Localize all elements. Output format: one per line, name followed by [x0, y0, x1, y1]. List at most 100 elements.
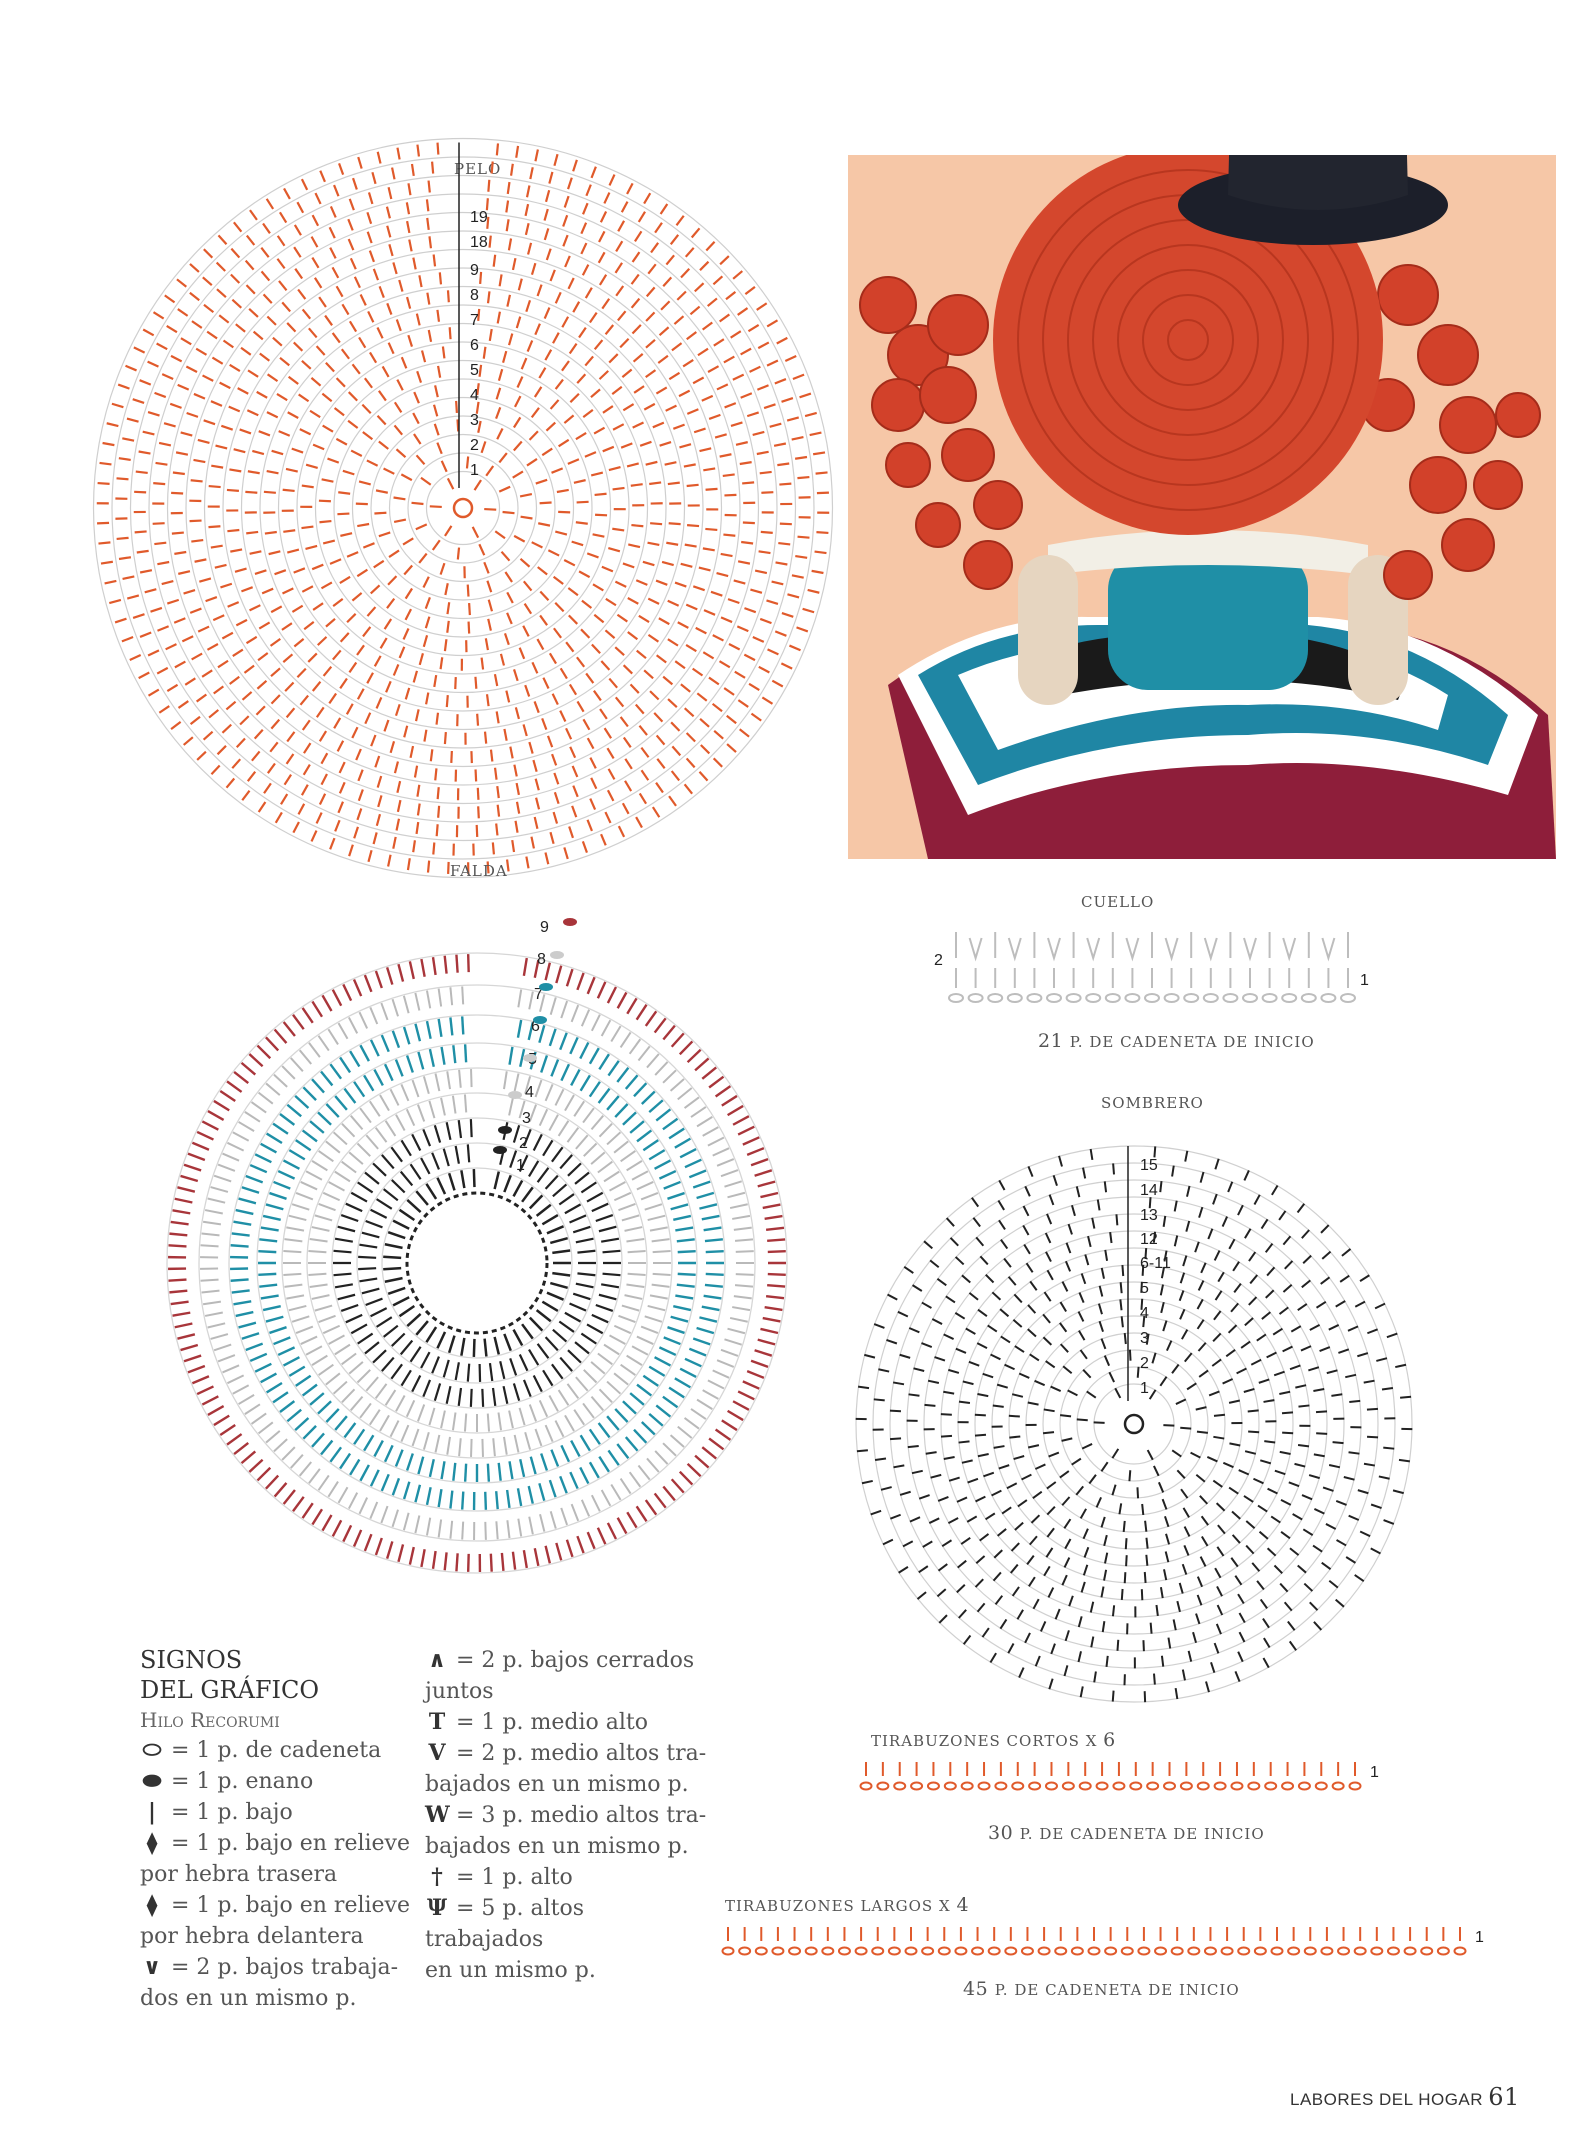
pelo-stitch-mark [367, 192, 374, 205]
falda-stitch-mark [374, 970, 383, 989]
sombrero-stitch-mark [1187, 1650, 1193, 1662]
pelo-stitch-mark [166, 598, 180, 605]
falda-stitch-mark [512, 1383, 521, 1402]
sombrero-stitch-mark [1225, 1349, 1236, 1358]
sombrero-stitch-mark [1251, 1562, 1261, 1572]
falda-stitch-mark [668, 1127, 685, 1140]
falda-stitch-mark [180, 1174, 199, 1183]
falda-stitch-mark [519, 1459, 526, 1478]
pelo-stitch-mark [373, 655, 382, 667]
falda-stitch-mark [546, 1291, 565, 1301]
pelo-stitch-mark [524, 222, 530, 236]
sombrero-stitch-mark [1250, 1358, 1262, 1366]
cuello-chain-mark [1242, 993, 1258, 1003]
falda-stitch-mark [295, 1374, 312, 1387]
falda-stitch-mark [391, 1179, 406, 1194]
falda-stitch-mark [258, 1272, 277, 1277]
cuello-increase-mark [1282, 937, 1297, 962]
falda-stitch-mark [328, 1334, 345, 1345]
pelo-stitch-mark [437, 805, 441, 818]
pelo-stitch-mark [495, 711, 500, 724]
pelo-stitch-mark [490, 161, 494, 174]
falda-stitch-mark [183, 1163, 202, 1172]
tirabuzones-largos-chain-mark [837, 1946, 851, 1956]
falda-stitch-mark [340, 1213, 359, 1223]
falda-stitch-mark [621, 1304, 640, 1312]
sombrero-stitch-mark [1077, 1311, 1085, 1322]
sombrero-round-ring [855, 1145, 1413, 1703]
pelo-stitch-mark [620, 442, 633, 449]
pelo-stitch-mark [809, 431, 822, 437]
falda-stitch-mark [533, 1547, 540, 1567]
falda-stitch-mark [417, 1104, 426, 1122]
pelo-stitch-mark [339, 575, 351, 585]
legend-item: W = 3 p. medio altos tra- [425, 1800, 725, 1831]
falda-stitch-mark [449, 1490, 454, 1509]
pelo-stitch-mark [322, 539, 336, 545]
pelo-stitch-mark [631, 251, 641, 263]
falda-stitch-mark [259, 1238, 278, 1243]
legend-item: ⬭ = 1 p. de cadeneta [140, 1735, 440, 1766]
pelo-stitch-mark [311, 681, 322, 692]
pelo-stitch-mark [742, 521, 755, 525]
pelo-stitch-mark [759, 617, 772, 625]
pelo-stitch-mark [356, 568, 368, 578]
falda-stitch-mark [519, 1048, 526, 1067]
falda-stitch-mark [170, 1300, 189, 1306]
falda-stitch-mark [746, 1147, 765, 1156]
falda-stitch-mark [677, 1087, 693, 1101]
falda-stitch-mark [613, 1140, 629, 1154]
falda-stitch-mark [422, 1432, 430, 1450]
sombrero-stitch-mark [1258, 1378, 1270, 1384]
legend-item-text: dos en un mismo p. [140, 1986, 357, 2011]
pelo-stitch-mark [378, 390, 387, 402]
pelo-stitch-mark [502, 350, 508, 363]
sombrero-stitch-mark [1079, 1349, 1088, 1360]
pelo-stitch-mark [590, 777, 598, 790]
pelo-stitch-mark [171, 531, 184, 535]
sombrero-stitch-mark [1026, 1554, 1035, 1565]
pelo-stitch-mark [283, 187, 291, 200]
pelo-stitch-mark [216, 745, 227, 756]
falda-stitch-mark [233, 1441, 250, 1455]
pelo-stitch-mark [353, 826, 359, 839]
pelo-stitch-mark [286, 322, 297, 333]
cuello-chain-mark [1085, 993, 1102, 1003]
pelo-stitch-mark [431, 539, 441, 551]
falda-stitch-mark [654, 1061, 669, 1076]
falda-stitch-mark [633, 1082, 648, 1098]
cuello-increase-mark [1164, 937, 1179, 962]
pelo-stitch-mark [102, 441, 115, 447]
falda-stitch-mark [191, 1141, 210, 1151]
pelo-stitch-mark [97, 481, 110, 485]
pelo-stitch-mark [739, 728, 750, 738]
sombrero-stitch-mark [1136, 1487, 1140, 1499]
sombrero-stitch-mark [1119, 1282, 1123, 1294]
falda-stitch-mark [457, 1387, 463, 1406]
sombrero-stitch-mark [1075, 1186, 1081, 1198]
pelo-stitch-mark [184, 677, 196, 686]
cuello-chain-mark [1183, 993, 1200, 1003]
falda-stitch-mark [538, 1483, 546, 1501]
pelo-stitch-mark [477, 806, 480, 819]
sombrero-stitch-mark [1264, 1242, 1274, 1253]
falda-stitch-mark [461, 1521, 465, 1540]
sombrero-stitch-mark [1198, 1206, 1204, 1218]
falda-stitch-mark [527, 1485, 534, 1504]
pelo-stitch-mark [177, 383, 190, 391]
pelo-stitch-mark [274, 569, 287, 576]
sombrero-stitch-mark [1042, 1431, 1055, 1435]
pelo-stitch-mark [603, 727, 613, 739]
falda-stitch-mark [552, 1183, 568, 1198]
pelo-stitch-mark [617, 825, 626, 838]
falda-stitch-mark [353, 1081, 366, 1098]
sombrero-stitch-mark [1004, 1363, 1015, 1371]
pelo-stitch-mark [332, 649, 342, 661]
pelo-stitch-mark [438, 272, 443, 285]
falda-stitch-mark [322, 1324, 341, 1335]
falda-stitch-mark [692, 1337, 711, 1346]
falda-stitch-mark [609, 1334, 626, 1345]
pelo-stitch-mark [699, 447, 712, 453]
sombrero-stitch-mark [979, 1255, 989, 1266]
falda-stitch-mark [463, 1094, 468, 1113]
